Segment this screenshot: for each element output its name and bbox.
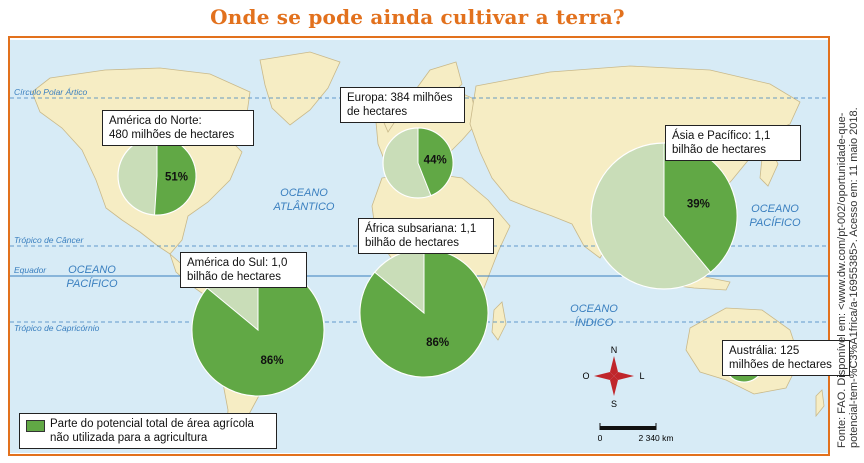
legend: Parte do potencial total de área agrícol… <box>19 413 277 449</box>
pie-south-america-percent-label: 86% <box>261 355 284 367</box>
legend-line2: não utilizada para a agricultura <box>50 432 208 444</box>
tropic-cancer-label: Trópico de Câncer <box>14 235 84 245</box>
north-america-label-line2: 480 milhões de hectares <box>109 129 235 141</box>
compass-o: O <box>582 371 589 381</box>
label-australia: Austrália: 125 milhões de hectares <box>722 340 850 376</box>
label-europe: Europa: 384 milhões de hectares <box>340 87 465 123</box>
asia-pacific-label-line1: Ásia e Pacífico: 1,1 <box>672 130 771 142</box>
atlantic-ocean-label-1: OCEANO <box>280 187 328 199</box>
europe-label-line2: de hectares <box>347 106 408 118</box>
scale-distance: 2 340 km <box>639 433 674 443</box>
africa-label-line2: bilhão de hectares <box>365 237 459 249</box>
europe-label-line1: Europa: 384 milhões <box>347 92 453 104</box>
madagascar <box>491 301 507 341</box>
tropic-capricorn-label: Trópico de Capricórnio <box>14 323 100 333</box>
compass-l: L <box>639 371 644 381</box>
south-america-label-line2: bilhão de hectares <box>187 271 281 283</box>
pie-subsaharan-africa-percent-label: 86% <box>426 337 449 349</box>
source-line1: Fonte: FAO. Disponível em: <www.dw.com/p… <box>836 112 848 448</box>
label-subsaharan-africa: África subsariana: 1,1 bilhão de hectare… <box>358 218 494 254</box>
africa-label-line1: África subsariana: 1,1 <box>365 223 477 235</box>
greenland <box>259 51 341 126</box>
equator-label: Equador <box>14 265 47 275</box>
source-line2: potencial-tem-%C3%A1frica/a-16955385>. A… <box>848 107 860 448</box>
pie-subsaharan-africa-unused-slice <box>359 248 489 378</box>
label-south-america: América do Sul: 1,0 bilhão de hectares <box>180 252 307 288</box>
scale-bar: 0 2 340 km <box>598 423 674 443</box>
label-north-america: América do Norte: 480 milhões de hectare… <box>102 110 254 146</box>
legend-line1: Parte do potencial total de área agrícol… <box>50 418 254 430</box>
australia-label-line2: milhões de hectares <box>729 359 832 371</box>
pacific-west-label-1: OCEANO <box>68 264 116 276</box>
new-zealand <box>815 389 825 418</box>
compass-rose: N S L O <box>582 345 644 409</box>
pie-europe-percent-label: 44% <box>424 155 447 167</box>
south-america-label-line1: América do Sul: 1,0 <box>187 257 288 269</box>
indian-ocean-label-1: OCEANO <box>570 303 618 315</box>
pacific-west-label-2: PACÍFICO <box>66 277 118 290</box>
compass-n: N <box>611 345 618 355</box>
label-asia-pacific: Ásia e Pacífico: 1,1 bilhão de hectares <box>665 125 801 161</box>
north-america-label-line1: América do Norte: <box>109 115 202 127</box>
pacific-east-label-1: OCEANO <box>751 203 799 215</box>
pacific-east-label-2: PACÍFICO <box>749 216 801 229</box>
atlantic-ocean-label-2: ATLÂNTICO <box>273 200 335 213</box>
pie-north-america-percent-label: 51% <box>165 172 188 184</box>
map-frame <box>8 36 830 456</box>
pie-europe-unused-slice <box>417 127 454 197</box>
compass-s: S <box>611 399 617 409</box>
australia-label-line1: Austrália: 125 <box>729 345 800 357</box>
source-note: Fonte: FAO. Disponível em: <www.dw.com/p… <box>836 28 860 448</box>
arctic-circle-label: Círculo Polar Ártico <box>14 87 87 97</box>
asia-pacific-label-line2: bilhão de hectares <box>672 144 766 156</box>
map-title: Onde se pode ainda cultivar a terra? <box>210 5 625 29</box>
pie-charts: 51%44%39%86%86%62% <box>117 127 765 397</box>
scale-zero: 0 <box>598 433 603 443</box>
legend-swatch <box>26 420 45 432</box>
pie-asia-pacific-percent-label: 39% <box>687 199 710 211</box>
indian-ocean-label-2: ÍNDICO <box>575 316 614 329</box>
